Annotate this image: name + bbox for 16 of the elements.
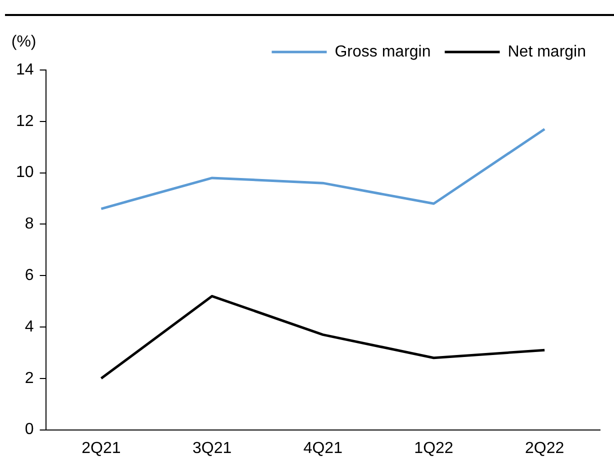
x-tick-label: 1Q22 (414, 440, 454, 457)
legend-label: Net margin (508, 43, 586, 60)
x-tick-label: 3Q21 (192, 440, 232, 457)
y-tick-label: 2 (24, 370, 34, 387)
y-tick-label: 6 (24, 267, 34, 284)
legend-label: Gross margin (334, 43, 431, 60)
x-tick-label: 2Q21 (82, 440, 121, 457)
y-tick-label: 8 (24, 216, 34, 233)
y-tick-label: 12 (16, 112, 34, 130)
y-tick-label: 0 (24, 421, 34, 438)
y-tick-label: 10 (16, 164, 34, 182)
y-tick-label: 4 (24, 318, 34, 336)
x-tick-label: 4Q21 (303, 440, 343, 457)
y-tick-label: 14 (16, 61, 34, 78)
y-axis-title: (%) (11, 33, 36, 50)
x-tick-label: 2Q22 (525, 440, 564, 457)
